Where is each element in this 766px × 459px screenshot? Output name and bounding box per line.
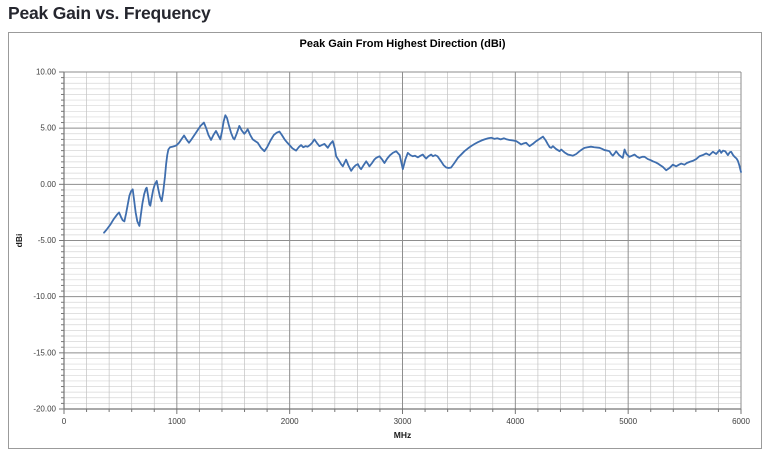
y-tick-label: 10.00 [36,68,57,77]
y-axis-label: dBi [14,234,24,248]
x-tick-label: 1000 [168,417,186,426]
plot-area: 10.00 5.00 0.00 -5.00 -10.00 -15.00 -20.00 0 100… [14,68,750,441]
series-line [103,114,742,234]
tick-marks [59,71,742,414]
x-tick-label: 0 [62,417,67,426]
x-tick-label: 4000 [506,417,524,426]
y-tick-label: -10.00 [33,292,56,301]
y-tick-label: -20.00 [33,405,56,414]
x-tick-label: 2000 [281,417,299,426]
chart-title: Peak Gain From Highest Direction (dBi) [299,38,506,50]
gain-chart-frame: Peak Gain From Highest Direction (dBi) 1… [8,32,762,449]
tick-labels: 10.00 5.00 0.00 -5.00 -10.00 -15.00 -20.00 0 100… [14,68,750,441]
y-tick-label: -5.00 [38,236,57,245]
y-tick-label: 0.00 [40,180,56,189]
x-tick-label: 5000 [619,417,637,426]
page-title: Peak Gain vs. Frequency [8,3,211,23]
x-tick-label: 6000 [732,417,750,426]
y-tick-label: -15.00 [33,348,56,357]
grid-major [63,71,742,410]
y-tick-label: 5.00 [40,124,56,133]
x-tick-label: 3000 [394,417,412,426]
x-axis-label: MHz [394,430,411,440]
